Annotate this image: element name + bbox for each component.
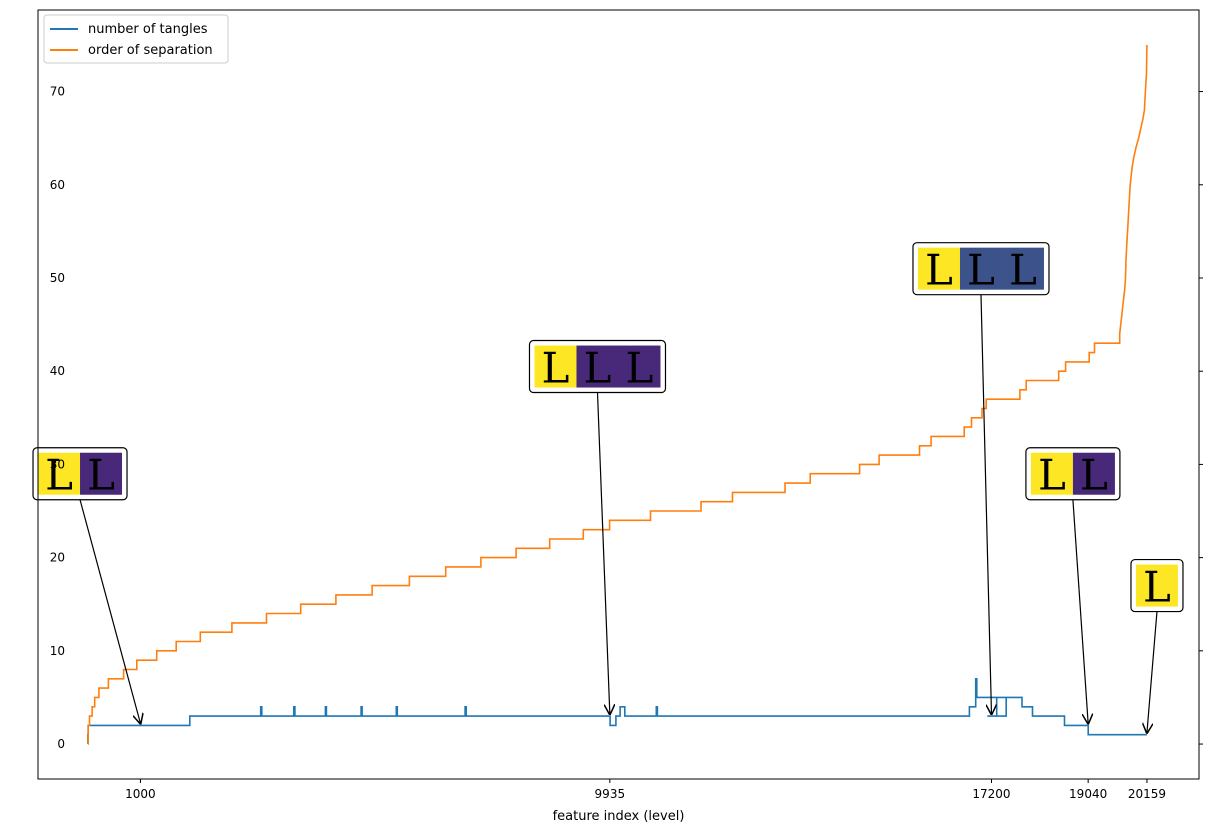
letter-panel [534,345,577,388]
plot-area [87,44,1148,745]
letter-glyph: L [626,344,654,393]
series-line-2 [87,44,1148,745]
y-axis: 0 10 20 30 40 50 60 70 [50,85,1203,751]
legend-box [43,14,229,64]
x-tick-label: 20159 [1128,787,1166,801]
annotation-arrow-2 [596,392,609,715]
legend: number of tangles order of separation [43,14,229,64]
letter-panel [80,452,123,495]
letter-panel [1030,452,1073,495]
x-tick-label: 1000 [125,787,156,801]
letter-glyph: L [1143,563,1171,612]
letter-glyph: L [542,344,570,393]
x-tick-label: 9935 [595,787,626,801]
letter-panel [618,345,661,388]
letter-panel [576,345,619,388]
annotation-arrow-5 [1147,611,1158,733]
legend-label-1: number of tangles [88,22,208,37]
letter-glyph: L [584,344,612,393]
letter-panel [1072,452,1115,495]
y-tick-label: 0 [57,737,65,751]
y-tick-label: 70 [50,85,65,99]
letter-glyph: L [967,246,995,295]
letter-glyph: L [87,451,115,500]
letter-panel [917,247,960,290]
letter-panel [38,452,81,495]
annotations: L LL L LL L LL LL [32,242,1184,733]
series-line-1 [87,678,1147,744]
annotation-arrow-1 [79,499,140,724]
y-tick-label: 20 [50,551,65,565]
letter-glyph: L [1009,246,1037,295]
letter-glyph: L [45,451,73,500]
letter-glyph: L [1038,451,1066,500]
letter-panel [1135,564,1178,607]
y-tick-label: 60 [50,178,65,192]
annotation-arrow-3 [980,294,992,714]
y-tick-label: 40 [50,364,65,378]
letter-glyph: L [1080,451,1108,500]
letter-panel [959,247,1002,290]
letter-panel [1001,247,1044,290]
y-tick-label: 30 [50,457,65,471]
x-axis: 1000 9935 17200 19040 20159 [125,779,1166,801]
legend-label-2: order of separation [88,43,213,58]
y-tick-label: 50 [50,271,65,285]
x-axis-label: feature index (level) [553,809,685,824]
axes-frame [37,9,1200,780]
x-tick-label: 17200 [972,787,1010,801]
x-tick-label: 19040 [1069,787,1107,801]
y-tick-label: 10 [50,644,65,658]
annotation-arrow-4 [1072,499,1088,724]
letter-glyph: L [925,246,953,295]
